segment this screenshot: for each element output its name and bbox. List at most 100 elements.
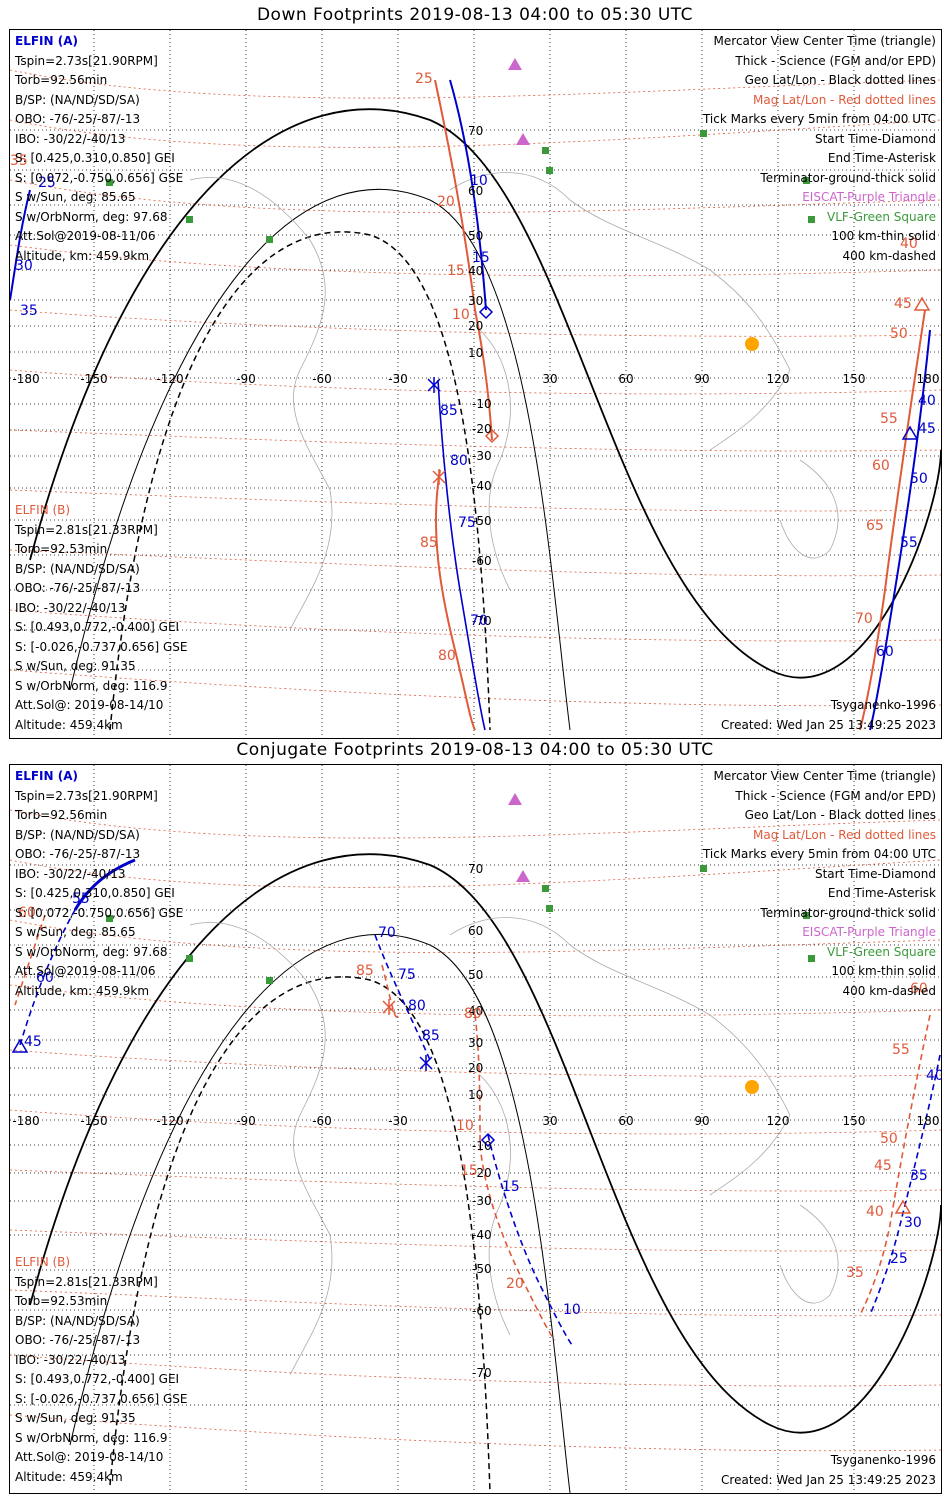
svg-text:-10: -10 <box>472 397 492 411</box>
svg-text:-90: -90 <box>236 372 256 386</box>
elfin-a-info: ELFIN (A) Tspin=2.73s[21.90RPM] Torb=92.… <box>15 32 183 266</box>
info-line: Tspin=2.81s[21.33RPM] <box>15 1274 158 1289</box>
svg-text:80: 80 <box>464 1006 482 1022</box>
svg-text:70: 70 <box>855 611 873 627</box>
markers <box>11 793 912 1214</box>
map-panel-conjugate: -180 -150 -120 -90 -60 -30 30 60 90 120 150 180 … <box>9 764 942 1494</box>
svg-text:60: 60 <box>876 644 894 660</box>
svg-text:60: 60 <box>36 970 54 986</box>
svg-text:40: 40 <box>468 1004 483 1018</box>
orbit-time-labels: 10 15 85 80 75 70 25 30 35 40 45 50 55 60 25 35… <box>10 71 936 664</box>
elfin-a-label: ELFIN (A) <box>15 769 78 783</box>
info-line: OBO: -76/-25/-87/-13 <box>15 112 141 126</box>
info-line: Altitude: 459.4km <box>15 717 123 732</box>
svg-text:120: 120 <box>767 372 790 386</box>
svg-text:20: 20 <box>506 1276 524 1292</box>
svg-text:-30: -30 <box>472 1194 492 1208</box>
svg-text:60: 60 <box>18 905 36 921</box>
info-line: Tspin=2.73s[21.90RPM] <box>15 788 158 803</box>
legend-item: Geo Lat/Lon - Black dotted lines <box>744 73 936 87</box>
legend-item: EISCAT-Purple Triangle <box>802 190 936 204</box>
orbit-a-blue <box>10 79 931 731</box>
svg-text:90: 90 <box>694 372 709 386</box>
info-line: Tspin=2.73s[21.90RPM] <box>15 53 158 68</box>
svg-text:-60: -60 <box>312 1114 332 1128</box>
svg-text:20: 20 <box>437 194 455 210</box>
svg-text:60: 60 <box>618 1114 633 1128</box>
legend-item: Mercator View Center Time (triangle) <box>713 769 936 783</box>
svg-text:60: 60 <box>910 981 928 997</box>
svg-text:-120: -120 <box>156 1114 183 1128</box>
info-line: Torb=92.53min <box>15 542 108 556</box>
info-line: S: [0.072,-0.750,0.656] GSE <box>15 905 184 920</box>
svg-text:-60: -60 <box>472 1304 492 1318</box>
svg-text:25: 25 <box>38 175 56 191</box>
svg-text:55: 55 <box>72 891 90 907</box>
coastlines <box>189 917 839 1376</box>
svg-text:-60: -60 <box>312 372 332 386</box>
info-line: Altitude: 459.4km <box>15 1469 123 1484</box>
lon-tick-labels: -180 -150 -120 -90 -60 -30 30 60 90 120 150 180 <box>12 1114 939 1128</box>
legend-item: End Time-Asterisk <box>827 886 936 900</box>
info-line: Altitude, km: 459.9km <box>15 983 150 998</box>
svg-text:55: 55 <box>892 1042 910 1058</box>
legend-item: Start Time-Diamond <box>814 131 936 146</box>
terminator-lines <box>29 108 941 731</box>
svg-text:25: 25 <box>415 71 433 87</box>
info-line: S w/Sun, deg: 85.65 <box>15 925 136 939</box>
svg-text:120: 120 <box>767 1114 790 1128</box>
svg-text:75: 75 <box>398 967 416 983</box>
model-name: Tsyganenko-1996 <box>830 1453 936 1467</box>
svg-text:-90: -90 <box>236 1114 256 1128</box>
svg-text:-20: -20 <box>472 1166 492 1180</box>
svg-text:80: 80 <box>450 453 468 469</box>
created-timestamp: Created: Wed Jan 25 13:49:25 2023 <box>721 1472 936 1487</box>
svg-text:50: 50 <box>880 1131 898 1147</box>
svg-text:20: 20 <box>468 1061 483 1075</box>
svg-text:10: 10 <box>456 1118 474 1134</box>
geo-grid <box>10 765 941 1493</box>
svg-text:-10: -10 <box>472 1139 492 1153</box>
legend-item: EISCAT-Purple Triangle <box>802 925 936 939</box>
svg-text:70: 70 <box>468 862 483 876</box>
svg-text:70: 70 <box>378 925 396 941</box>
svg-text:180: 180 <box>917 1114 940 1128</box>
info-line: S: [-0.026,-0.737,0.656] GSE <box>15 639 188 654</box>
orbit-time-labels: 55 60 45 70 75 80 85 15 10 40 35 30 25 60 85 80… <box>18 891 941 1318</box>
lat-tick-labels: 70 60 50 40 30 20 10 -10 -20 -30 -40 -50 -60 -70 <box>468 124 492 628</box>
coastlines <box>189 172 839 631</box>
info-line: Att.Sol@2019-08-11/06 <box>15 229 156 243</box>
svg-text:-40: -40 <box>472 1228 492 1242</box>
info-line: Att.Sol@: 2019-08-14/10 <box>15 1450 164 1464</box>
svg-text:85: 85 <box>420 535 438 551</box>
svg-text:50: 50 <box>468 229 483 243</box>
svg-text:85: 85 <box>356 963 374 979</box>
elfin-b-info: ELFIN (B) Tspin=2.81s[21.33RPM] Torb=92.… <box>15 1253 188 1487</box>
map-legend: Mercator View Center Time (triangle) Thi… <box>703 32 936 266</box>
info-line: OBO: -76/-25/-87/-13 <box>15 1333 141 1347</box>
info-line: IBO: -30/22/-40/13 <box>15 1352 126 1367</box>
svg-text:-30: -30 <box>388 1114 408 1128</box>
lat-tick-labels: 70 60 50 40 30 20 10 -10 -20 -30 -40 -50 -60 -70 <box>468 862 492 1380</box>
svg-text:15: 15 <box>447 263 465 279</box>
svg-text:55: 55 <box>900 535 918 551</box>
lon-tick-labels: -180 -150 -120 -90 -60 -30 30 60 90 120 150 180 <box>12 372 939 386</box>
legend-item: Thick - Science (FGM and/or EPD) <box>735 53 936 68</box>
info-line: Altitude, km: 459.9km <box>15 248 150 263</box>
svg-text:15: 15 <box>502 1179 520 1195</box>
legend-item: Mercator View Center Time (triangle) <box>713 34 936 48</box>
elfin-b-label: ELFIN (B) <box>15 503 71 517</box>
svg-text:10: 10 <box>470 173 488 189</box>
svg-text:20: 20 <box>468 319 483 333</box>
info-line: S w/OrbNorm, deg: 97.68 <box>15 209 168 224</box>
legend-item: Mag Lat/Lon - Red dotted lines <box>752 92 936 107</box>
svg-text:60: 60 <box>468 924 483 938</box>
svg-text:80: 80 <box>438 648 456 664</box>
model-name: Tsyganenko-1996 <box>830 698 936 712</box>
info-line: S: [0.425,0.310,0.850] GEI <box>15 151 175 165</box>
mag-grid <box>10 809 941 1452</box>
svg-text:10: 10 <box>563 1302 581 1318</box>
terminator-lines <box>29 853 941 1493</box>
svg-text:60: 60 <box>468 184 483 198</box>
svg-text:50: 50 <box>910 471 928 487</box>
